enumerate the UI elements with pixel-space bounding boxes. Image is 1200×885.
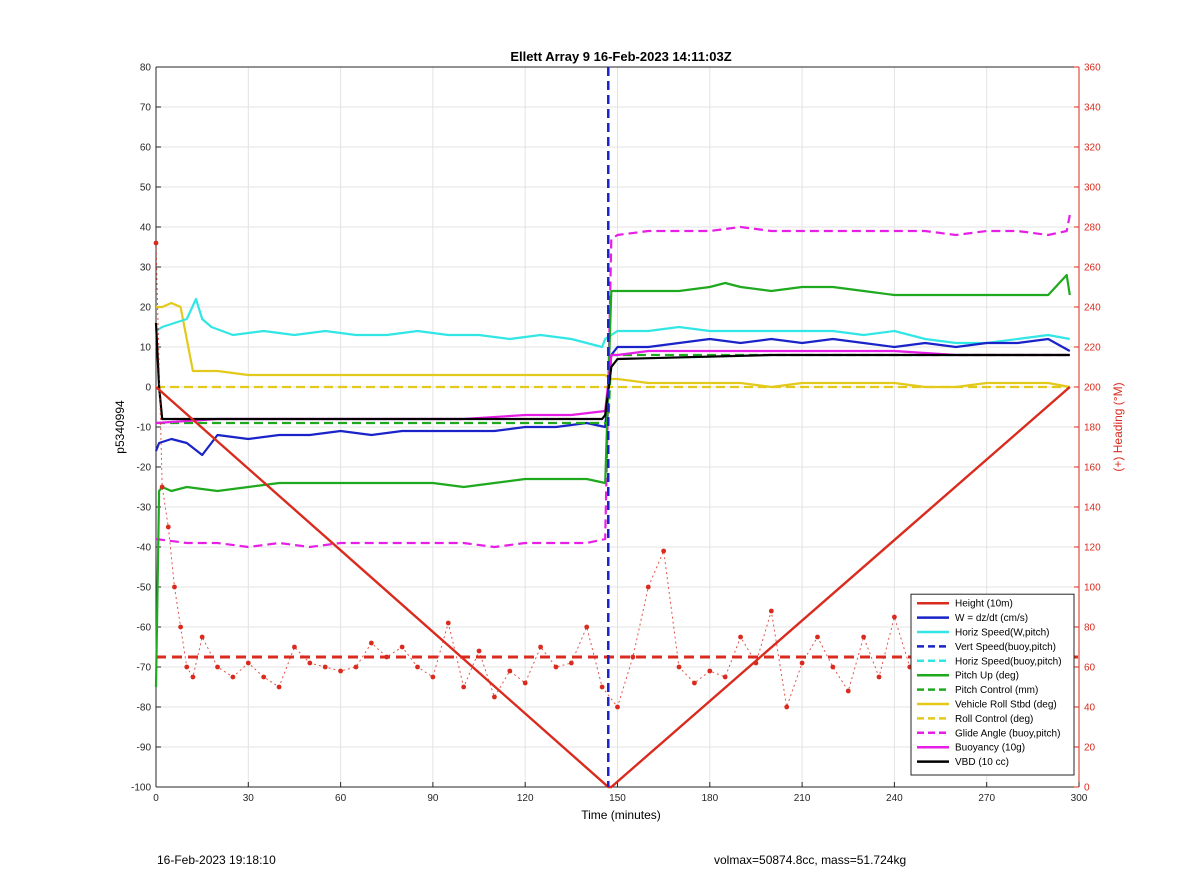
y-right-tick-label: 260 — [1084, 263, 1101, 274]
heading-point — [645, 584, 651, 590]
heading-trace — [155, 242, 1071, 709]
y-tick-label: 0 — [145, 383, 151, 394]
y-right-tick-label: 120 — [1084, 543, 1101, 554]
heading-point — [892, 614, 897, 620]
heading-point — [568, 660, 574, 666]
y-right-tick-label: 160 — [1084, 463, 1101, 474]
legend-box — [910, 593, 1075, 776]
y-right-tick-label: 280 — [1084, 223, 1101, 234]
x-tick-label: 30 — [243, 793, 255, 804]
heading-point — [522, 680, 528, 686]
y-right-tick-label: 180 — [1084, 423, 1101, 434]
series-line-height — [155, 386, 1071, 789]
legend-label-glide-angle-buoy-pitch: Glide Angle (buoy,pitch) — [955, 728, 1060, 739]
heading-point — [165, 524, 171, 530]
y-right-tick-label: 60 — [1084, 663, 1096, 674]
legend-label-buoyancy-10g: Buoyancy (10g) — [955, 743, 1025, 754]
y-axis-right-label: (+) Heading (°M) — [1111, 382, 1125, 471]
y-right-tick-label: 220 — [1084, 343, 1101, 354]
heading-point — [430, 674, 436, 680]
series-line-horiz-speed-w-pitch — [155, 297, 1071, 349]
footer-vehicle-info: volmax=50874.8cc, mass=51.724kg — [714, 853, 907, 867]
legend-label-vehicle-roll-stbd-deg: Vehicle Roll Stbd (deg) — [955, 700, 1057, 711]
chart-title: Ellett Array 9 16-Feb-2023 14:11:03Z — [510, 49, 731, 64]
y-tick-label: 10 — [140, 343, 152, 354]
x-tick-label: 150 — [609, 793, 626, 804]
legend-label-w-dz-dt-cm-s: W = dz/dt (cm/s) — [955, 613, 1028, 624]
y-tick-label: 80 — [140, 63, 152, 74]
heading-point — [261, 674, 267, 680]
x-tick-label: 180 — [701, 793, 718, 804]
y-right-tick-label: 80 — [1084, 623, 1096, 634]
y-right-tick-label: 40 — [1084, 703, 1096, 714]
x-tick-label: 90 — [427, 793, 439, 804]
legend-label-roll-control-deg: Roll Control (deg) — [955, 714, 1033, 725]
y-right-tick-label: 0 — [1084, 783, 1090, 794]
series-line-vehicle-roll-stbd-deg — [156, 301, 1071, 389]
heading-point — [584, 624, 590, 630]
y-right-tick-label: 320 — [1084, 143, 1101, 154]
y-tick-label: 20 — [140, 303, 152, 314]
y-tick-label: -80 — [137, 703, 152, 714]
series-line-vbd-10-cc — [154, 322, 1070, 421]
heading-point — [845, 688, 851, 694]
y-tick-label: 50 — [140, 183, 152, 194]
x-tick-label: 120 — [517, 793, 534, 804]
y-right-tick-label: 240 — [1084, 303, 1101, 314]
y-tick-label: -60 — [137, 623, 152, 634]
y-right-tick-label: 300 — [1084, 183, 1101, 194]
legend-label-pitch-control-mm: Pitch Control (mm) — [955, 685, 1038, 696]
y-tick-label: -100 — [131, 783, 151, 794]
y-right-tick-label: 140 — [1084, 503, 1101, 514]
y-tick-label: -20 — [137, 463, 152, 474]
heading-point — [661, 548, 667, 554]
x-tick-label: 300 — [1071, 793, 1088, 804]
heading-point — [784, 704, 790, 710]
heading-point — [722, 674, 728, 680]
legend-label-vbd-10-cc: VBD (10 cc) — [955, 757, 1009, 768]
y-tick-label: -90 — [137, 743, 152, 754]
series-line-glide-angle-buoy-pitch — [155, 214, 1071, 549]
plot-area: 0 30 60 90 120 150 180 210 240 270 300-100-90-80-7… — [131, 63, 1101, 805]
x-tick-label: 0 — [153, 793, 159, 804]
series-line-w-dz-dt-cm-s — [154, 337, 1071, 457]
x-tick-label: 240 — [886, 793, 903, 804]
legend-label-horiz-speed-w-pitch: Horiz Speed(W,pitch) — [955, 628, 1049, 639]
legend-label-pitch-up-deg: Pitch Up (deg) — [955, 671, 1019, 682]
y-tick-label: -50 — [137, 583, 152, 594]
heading-point — [215, 664, 220, 670]
heading-point — [338, 668, 343, 674]
heading-point — [492, 694, 497, 700]
y-tick-label: -40 — [137, 543, 152, 554]
legend-label-horiz-speed-buoy-pitch: Horiz Speed(buoy,pitch) — [955, 656, 1062, 667]
heading-point — [861, 634, 867, 640]
y-tick-label: 30 — [140, 263, 152, 274]
y-right-tick-label: 20 — [1084, 743, 1096, 754]
x-axis-label: Time (minutes) — [581, 808, 661, 822]
y-tick-label: 70 — [140, 103, 152, 114]
y-tick-label: 40 — [140, 223, 152, 234]
y-tick-label: 60 — [140, 143, 152, 154]
y-tick-label: -30 — [137, 503, 152, 514]
y-right-tick-label: 360 — [1084, 63, 1101, 74]
heading-point — [630, 654, 636, 660]
y-right-tick-label: 200 — [1084, 383, 1101, 394]
y-tick-label: -10 — [137, 423, 152, 434]
x-tick-label: 270 — [978, 793, 995, 804]
legend-label-height-10m: Height (10m) — [955, 599, 1013, 610]
heading-point — [190, 674, 196, 680]
y-right-tick-label: 100 — [1084, 583, 1101, 594]
heading-point — [538, 644, 543, 650]
y-axis-label: p5340994 — [113, 400, 127, 454]
y-tick-label: -70 — [137, 663, 152, 674]
legend-label-vert-speed-buoy-pitch: Vert Speed(buoy,pitch) — [955, 642, 1056, 653]
heading-point — [159, 484, 165, 490]
heading-point — [172, 584, 177, 590]
x-tick-label: 210 — [794, 793, 811, 804]
y-right-tick-label: 340 — [1084, 103, 1101, 114]
footer-timestamp: 16-Feb-2023 19:18:10 — [157, 853, 276, 867]
x-tick-label: 60 — [335, 793, 347, 804]
